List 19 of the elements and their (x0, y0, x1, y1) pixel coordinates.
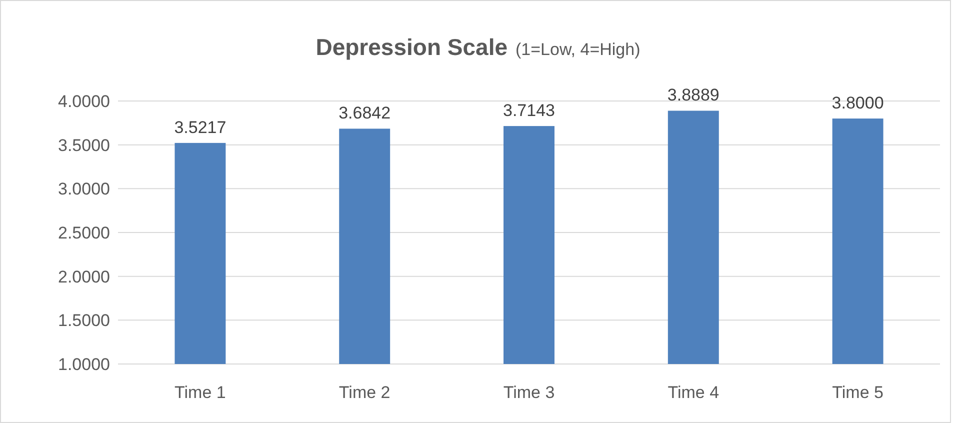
y-tick-label: 3.5000 (58, 136, 110, 155)
chart-title: Depression Scale (316, 34, 508, 60)
data-label: 3.7143 (503, 101, 555, 120)
data-label: 3.8889 (667, 86, 720, 105)
y-tick-label: 1.0000 (58, 354, 110, 374)
x-tick-label: Time 5 (832, 383, 884, 402)
y-tick-label: 2.0000 (58, 267, 110, 286)
y-tick-label: 2.5000 (58, 223, 110, 242)
y-tick-label: 4.0000 (58, 92, 110, 111)
chart-subtitle: (1=Low, 4=High) (516, 40, 640, 59)
y-tick-label: 3.0000 (58, 180, 110, 199)
data-label: 3.8000 (832, 94, 884, 113)
x-tick-label: Time 4 (668, 383, 720, 402)
y-tick-label: 1.5000 (58, 311, 110, 330)
data-label: 3.5217 (174, 118, 226, 137)
x-tick-label: Time 2 (338, 383, 390, 402)
data-label: 3.6842 (338, 104, 391, 123)
x-tick-label: Time 1 (174, 383, 226, 402)
x-tick-label: Time 3 (503, 383, 555, 402)
